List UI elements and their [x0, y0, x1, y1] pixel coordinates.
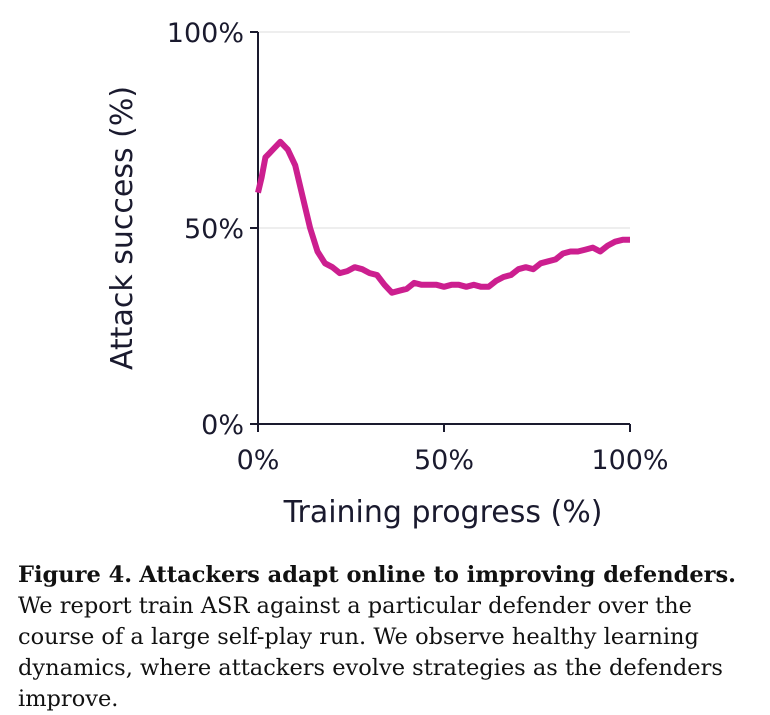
caption-figure-number: Figure 4. — [18, 562, 133, 588]
x-tick-label-0: 0% — [237, 445, 280, 476]
caption-title: Attackers adapt online to improving defe… — [139, 562, 736, 588]
y-tick-label-1: 50% — [184, 214, 244, 245]
series-line-0 — [255, 138, 630, 296]
y-axis-label: Attack success (%) — [105, 86, 140, 370]
x-tick-label-1: 50% — [414, 445, 474, 476]
caption-body: We report train ASR against a particular… — [18, 593, 723, 712]
y-tick-label-2: 100% — [167, 18, 244, 49]
y-tick-label-0: 0% — [201, 410, 244, 441]
line-chart: 0% 50% 100% 0% 50% 100% Training progress (%)… — [105, 18, 669, 530]
series-layer — [255, 138, 630, 296]
x-axis-label: Training progress (%) — [283, 495, 603, 530]
tick-marks: 0% 50% 100% 0% 50% 100% — [167, 18, 669, 476]
figure-caption: Figure 4. Attackers adapt online to impr… — [18, 560, 763, 715]
x-tick-label-2: 100% — [591, 445, 668, 476]
grid-lines — [258, 31, 630, 229]
